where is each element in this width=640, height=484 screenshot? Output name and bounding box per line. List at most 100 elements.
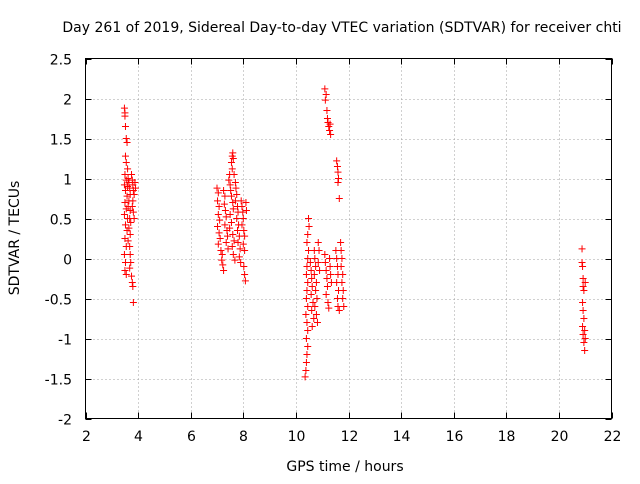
data-point [122, 159, 130, 166]
data-point [339, 287, 347, 294]
data-point [323, 115, 331, 122]
data-point [334, 179, 342, 186]
data-point [126, 207, 134, 214]
data-point [307, 267, 315, 274]
data-point [130, 215, 138, 222]
axis-ticks [85, 58, 613, 420]
data-point [327, 131, 335, 138]
data-point [121, 112, 129, 120]
data-point [229, 251, 237, 258]
data-point [126, 251, 134, 258]
y-tick-label: 0 [63, 253, 72, 269]
data-point [242, 199, 250, 206]
data-point [128, 279, 136, 286]
data-point [301, 373, 309, 381]
data-point [335, 195, 343, 202]
y-tick-label: -1.5 [45, 373, 72, 389]
data-point [322, 91, 330, 98]
data-point [237, 197, 245, 205]
data-point [124, 237, 132, 245]
data-point [221, 192, 229, 200]
data-point [240, 263, 248, 270]
data-point [214, 197, 222, 205]
data-point [127, 259, 135, 266]
data-point [580, 315, 588, 322]
data-point [129, 208, 137, 216]
data-point [242, 207, 250, 214]
data-point [120, 211, 128, 218]
data-point [224, 232, 232, 240]
data-point [304, 231, 312, 238]
data-point [321, 259, 329, 266]
data-point [305, 223, 313, 230]
data-point [333, 157, 341, 165]
data-point [321, 96, 329, 104]
y-tick-label: 1.5 [50, 133, 72, 149]
data-point [334, 168, 342, 176]
data-point [580, 339, 588, 346]
data-point [238, 203, 246, 210]
data-point [214, 211, 222, 218]
data-point [326, 255, 334, 262]
data-point [216, 235, 224, 242]
data-point [228, 165, 236, 173]
data-point [222, 239, 230, 246]
data-point [316, 267, 324, 274]
grid-lines [85, 58, 612, 419]
data-point [121, 152, 129, 160]
data-point [229, 205, 237, 213]
data-point [323, 275, 331, 282]
x-tick-label: 12 [341, 429, 359, 445]
data-point [337, 263, 345, 270]
y-tick-label: -1 [58, 333, 72, 349]
x-axis-label: GPS time / hours [286, 459, 403, 475]
data-point [241, 247, 249, 254]
data-point [308, 323, 316, 330]
data-point [312, 263, 320, 270]
data-point [124, 165, 132, 173]
data-point [324, 299, 332, 306]
data-point [237, 259, 245, 266]
data-point [241, 277, 249, 285]
data-point [579, 299, 587, 306]
data-point [122, 135, 130, 142]
data-point [239, 215, 247, 222]
data-point [131, 184, 139, 192]
data-point [303, 319, 311, 326]
data-point [337, 239, 345, 246]
data-point [120, 181, 128, 189]
data-point [220, 187, 228, 194]
data-point [302, 271, 310, 278]
data-point [128, 171, 136, 178]
data-point [579, 263, 587, 270]
y-tick-labels: -2 -1.5 -1 -0.5 0 0.5 1 1.5 2 2.5 [45, 53, 72, 429]
data-point [232, 184, 240, 192]
data-point [129, 283, 137, 290]
data-point [227, 192, 235, 200]
data-point [125, 224, 133, 232]
data-point [217, 247, 225, 254]
data-point [123, 192, 131, 200]
y-tick-label: 1 [63, 173, 72, 189]
data-point [121, 267, 129, 274]
data-point [121, 221, 129, 229]
data-point [323, 283, 331, 290]
data-point [304, 327, 312, 334]
data-point [121, 187, 129, 194]
data-point [326, 263, 334, 270]
data-point [308, 275, 316, 282]
data-point [581, 327, 589, 334]
data-point [236, 245, 244, 253]
x-tick-label: 16 [446, 429, 464, 445]
data-point [220, 267, 228, 274]
data-point [216, 216, 224, 224]
data-point [240, 227, 248, 234]
y-tick-label: 2.5 [50, 53, 72, 69]
data-point [579, 323, 587, 330]
data-point [239, 240, 247, 248]
data-point [241, 232, 249, 240]
data-point [229, 149, 237, 157]
data-point [121, 171, 129, 178]
data-point [129, 299, 137, 306]
data-point [306, 259, 314, 266]
